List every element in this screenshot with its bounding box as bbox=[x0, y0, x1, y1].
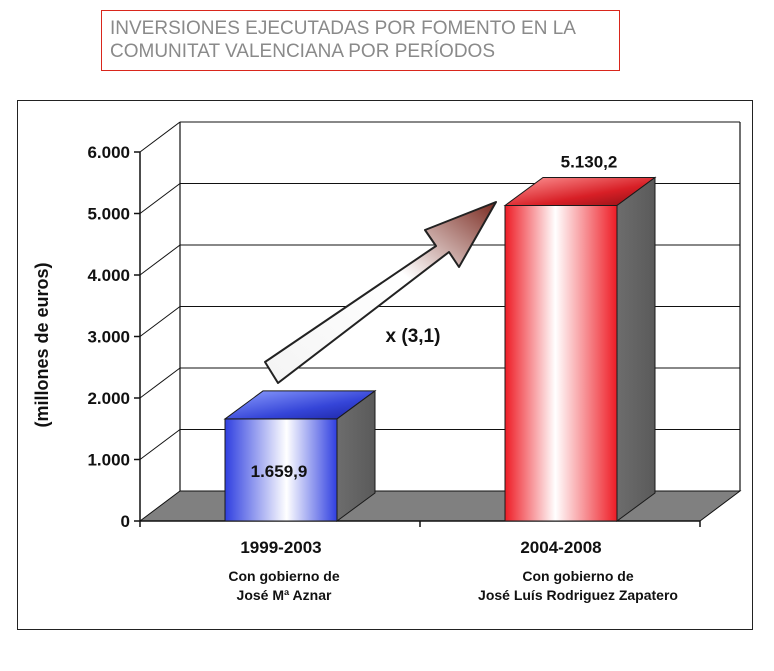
x-category-subtitle: Con gobierno de bbox=[228, 568, 339, 584]
y-axis-label: (millones de euros) bbox=[32, 262, 52, 427]
chart-frame bbox=[17, 100, 753, 630]
chart-title-line-2: COMUNITAT VALENCIANA POR PERÍODOS bbox=[110, 41, 495, 62]
gridline-diagonal bbox=[139, 306, 181, 337]
bars bbox=[223, 176, 657, 522]
x-category-subtitle: Con gobierno de bbox=[522, 568, 633, 584]
gridline-diagonal bbox=[139, 121, 181, 153]
y-tick-label: 0 bbox=[121, 512, 130, 531]
bar-value-label: 5.130,2 bbox=[561, 152, 618, 171]
x-category-subtitle: José Luís Rodriguez Zapatero bbox=[478, 587, 678, 603]
chart-title-line-1: INVERSIONES EJECUTADAS POR FOMENTO EN LA bbox=[110, 18, 576, 39]
bar-2004-2008 bbox=[503, 176, 657, 522]
y-tick-label: 4.000 bbox=[87, 266, 130, 285]
growth-arrow bbox=[264, 201, 497, 384]
y-tick-label: 2.000 bbox=[87, 389, 130, 408]
y-tick-label: 5.000 bbox=[87, 205, 130, 224]
growth-annotation: x (3,1) bbox=[386, 326, 441, 347]
x-category-subtitle: José Mª Aznar bbox=[237, 587, 332, 603]
bar-front bbox=[224, 418, 338, 522]
bar-1999-2003 bbox=[223, 389, 377, 522]
gridline-diagonal bbox=[139, 183, 181, 214]
gridline-diagonal bbox=[139, 244, 181, 276]
x-category-label: 1999-2003 bbox=[240, 538, 321, 557]
labels: 0 1.000 2.000 3.000 4.000 5.000 6.000 1.659,9 19… bbox=[87, 143, 678, 603]
bar-side bbox=[336, 389, 376, 522]
x-category-label: 2004-2008 bbox=[520, 538, 601, 557]
gridline-diagonal bbox=[139, 367, 181, 399]
bar-value-label: 1.659,9 bbox=[251, 462, 308, 481]
chart-title: INVERSIONES EJECUTADAS POR FOMENTO EN LA… bbox=[101, 10, 620, 71]
gridline-diagonal bbox=[139, 429, 181, 460]
y-tick-label: 3.000 bbox=[87, 328, 130, 347]
bar-front bbox=[504, 204, 618, 522]
y-tick-label: 1.000 bbox=[87, 451, 130, 470]
bar-side bbox=[616, 176, 656, 522]
y-tick-label: 6.000 bbox=[87, 143, 130, 162]
